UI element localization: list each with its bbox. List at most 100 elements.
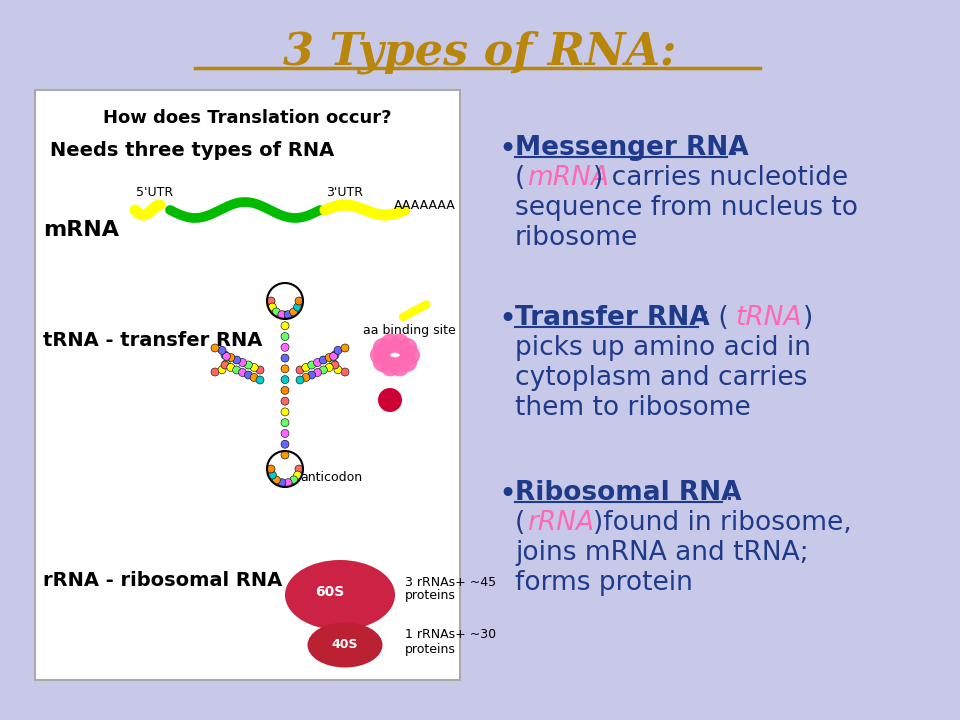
Circle shape <box>390 356 410 377</box>
Text: :: : <box>730 135 739 161</box>
Circle shape <box>277 479 286 487</box>
Circle shape <box>269 303 276 311</box>
Circle shape <box>256 376 264 384</box>
Circle shape <box>277 310 286 319</box>
Circle shape <box>281 419 289 427</box>
Text: mRNA: mRNA <box>43 220 119 240</box>
Text: ): ) <box>803 305 813 331</box>
Text: joins mRNA and tRNA;: joins mRNA and tRNA; <box>515 540 808 566</box>
Circle shape <box>294 471 301 479</box>
Circle shape <box>267 465 275 473</box>
Text: anticodon: anticodon <box>300 470 362 484</box>
Text: Needs three types of RNA: Needs three types of RNA <box>50 140 334 160</box>
Text: AAAAAAA: AAAAAAA <box>395 199 456 212</box>
Circle shape <box>223 360 230 368</box>
Text: 3 Types of RNA:: 3 Types of RNA: <box>283 30 677 73</box>
FancyBboxPatch shape <box>35 90 460 680</box>
Circle shape <box>267 297 275 305</box>
Circle shape <box>370 345 390 365</box>
Circle shape <box>281 333 289 341</box>
Text: tRNA: tRNA <box>735 305 802 331</box>
Circle shape <box>273 476 280 484</box>
Circle shape <box>372 352 393 372</box>
Circle shape <box>390 333 410 354</box>
Circle shape <box>238 369 247 377</box>
Circle shape <box>290 308 298 316</box>
Text: proteins: proteins <box>405 642 456 655</box>
Circle shape <box>281 451 289 459</box>
Circle shape <box>211 344 219 352</box>
Circle shape <box>221 351 229 359</box>
Circle shape <box>232 366 241 374</box>
Circle shape <box>320 366 327 374</box>
Circle shape <box>251 374 258 382</box>
Text: •: • <box>498 480 516 509</box>
Circle shape <box>218 346 226 354</box>
Circle shape <box>245 361 252 369</box>
Circle shape <box>269 471 276 479</box>
Circle shape <box>331 361 339 369</box>
Text: Messenger RNA: Messenger RNA <box>515 135 749 161</box>
Text: tRNA - transfer RNA: tRNA - transfer RNA <box>43 330 262 349</box>
Circle shape <box>314 359 322 366</box>
Circle shape <box>211 368 219 376</box>
Circle shape <box>341 368 349 376</box>
Text: 5'UTR: 5'UTR <box>136 186 174 199</box>
Circle shape <box>218 366 226 374</box>
Circle shape <box>281 322 289 330</box>
Text: : (: : ( <box>701 305 729 331</box>
Circle shape <box>372 338 393 358</box>
Text: •: • <box>498 135 516 164</box>
Circle shape <box>329 360 338 368</box>
Circle shape <box>331 351 339 359</box>
Text: picks up amino acid in: picks up amino acid in <box>515 335 811 361</box>
Circle shape <box>380 356 400 377</box>
Text: )found in ribosome,: )found in ribosome, <box>593 510 852 536</box>
Text: (: ( <box>515 510 525 536</box>
Circle shape <box>400 345 420 365</box>
Circle shape <box>281 343 289 351</box>
Text: proteins: proteins <box>405 590 456 603</box>
Text: (: ( <box>515 165 525 191</box>
Circle shape <box>397 338 418 358</box>
Circle shape <box>397 352 418 372</box>
Text: mRNA: mRNA <box>527 165 609 191</box>
Circle shape <box>251 364 258 372</box>
Text: forms protein: forms protein <box>515 570 693 596</box>
Circle shape <box>227 364 235 372</box>
Circle shape <box>281 376 289 384</box>
Circle shape <box>294 303 301 311</box>
Circle shape <box>301 364 310 372</box>
Text: 60S: 60S <box>316 585 345 599</box>
Circle shape <box>281 311 289 319</box>
Circle shape <box>284 479 292 487</box>
Circle shape <box>290 476 298 484</box>
Circle shape <box>281 354 289 362</box>
Circle shape <box>295 297 303 305</box>
Text: 3 rRNAs+ ~45: 3 rRNAs+ ~45 <box>405 575 496 588</box>
Text: •: • <box>498 305 516 334</box>
Text: Transfer RNA: Transfer RNA <box>515 305 709 331</box>
Circle shape <box>232 356 241 364</box>
Text: them to ribosome: them to ribosome <box>515 395 751 421</box>
Circle shape <box>325 364 333 372</box>
Circle shape <box>320 356 327 364</box>
Circle shape <box>380 333 400 354</box>
Circle shape <box>334 346 342 354</box>
Circle shape <box>307 361 316 369</box>
Circle shape <box>325 354 333 361</box>
Text: How does Translation occur?: How does Translation occur? <box>104 109 392 127</box>
Circle shape <box>284 310 292 319</box>
Text: 40S: 40S <box>332 639 358 652</box>
Circle shape <box>281 387 289 395</box>
Text: cytoplasm and carries: cytoplasm and carries <box>515 365 807 391</box>
Text: 3'UTR: 3'UTR <box>326 186 364 199</box>
Circle shape <box>227 354 235 361</box>
Circle shape <box>301 374 310 382</box>
Circle shape <box>314 369 322 377</box>
Text: ribosome: ribosome <box>515 225 638 251</box>
Circle shape <box>281 408 289 416</box>
Circle shape <box>238 359 247 366</box>
Circle shape <box>273 308 280 316</box>
Text: aa binding site: aa binding site <box>363 323 456 336</box>
